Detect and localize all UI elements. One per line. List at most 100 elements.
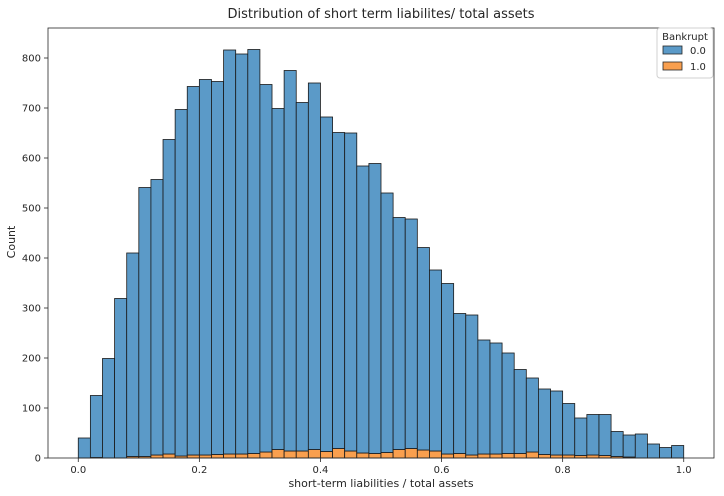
- bar-0-6: [150, 179, 164, 456]
- bar-0-8: [174, 109, 188, 457]
- bar-0-19: [307, 82, 321, 450]
- bar-1-27: [404, 448, 418, 459]
- bar-1-19: [307, 449, 321, 459]
- bar-1-20: [320, 451, 333, 459]
- bar-0-22: [344, 132, 358, 452]
- bar-1-24: [368, 453, 382, 459]
- bar-0-36: [513, 369, 527, 454]
- bar-1-12: [223, 453, 237, 459]
- bar-1-39: [550, 454, 564, 459]
- bar-0-42: [586, 414, 600, 456]
- x-tick-label-4: 0.8: [555, 465, 571, 476]
- bar-0-39: [550, 390, 564, 456]
- bar-0-28: [416, 247, 430, 451]
- y-tick-label-5: 500: [22, 204, 41, 215]
- legend-swatch-0: [662, 45, 683, 55]
- bar-0-23: [356, 165, 370, 454]
- bar-1-11: [211, 454, 224, 459]
- bar-0-26: [392, 217, 406, 450]
- bar-0-2: [102, 358, 115, 459]
- bar-1-15: [259, 451, 273, 459]
- bar-0-18: [295, 102, 309, 452]
- bar-1-31: [453, 453, 467, 459]
- bar-1-23: [356, 452, 370, 459]
- chart-title: Distribution of short term liabilites/ t…: [227, 7, 534, 22]
- bar-1-9: [186, 454, 200, 459]
- bar-0-46: [634, 433, 648, 459]
- bar-0-40: [562, 403, 576, 456]
- bar-0-48: [659, 447, 673, 459]
- bar-0-38: [538, 388, 551, 455]
- bar-1-14: [247, 453, 261, 459]
- y-tick-label-2: 200: [22, 354, 41, 365]
- bar-0-15: [259, 84, 273, 453]
- bar-0-4: [126, 252, 140, 457]
- bar-0-32: [465, 314, 479, 456]
- y-tick-label-1: 100: [22, 404, 41, 415]
- bar-0-0: [77, 437, 91, 459]
- bar-1-21: [332, 448, 346, 459]
- bar-0-31: [453, 313, 467, 454]
- bar-0-11: [211, 81, 224, 455]
- bar-0-37: [525, 377, 539, 453]
- axes-group: 0.0 0.2 0.4 0.6 0.8 1.0 0 100 200 300 400 500 600 700…: [22, 27, 715, 476]
- bar-0-35: [501, 352, 515, 454]
- bar-1-30: [441, 453, 455, 459]
- x-tick-label-2: 0.4: [313, 465, 329, 476]
- y-tick-label-3: 300: [22, 304, 41, 315]
- legend-label-1: 1.0: [690, 62, 706, 73]
- plot-frame: [47, 27, 715, 459]
- bar-0-13: [235, 53, 249, 455]
- x-tick-label-0: 0.0: [70, 465, 86, 476]
- bars-group: [77, 49, 685, 459]
- bar-1-7: [162, 453, 176, 459]
- bar-0-21: [332, 132, 346, 449]
- bar-0-14: [247, 49, 261, 454]
- bar-1-25: [380, 452, 394, 459]
- bar-0-27: [404, 218, 418, 449]
- bar-0-44: [610, 431, 624, 457]
- bar-1-37: [525, 451, 539, 459]
- bar-0-1: [89, 395, 103, 458]
- bar-0-17: [283, 70, 297, 452]
- x-tick-label-5: 1.0: [676, 465, 692, 476]
- bar-0-7: [162, 139, 176, 455]
- bar-1-13: [235, 453, 249, 459]
- bar-1-40: [562, 454, 576, 459]
- legend: Bankrupt 0.0 1.0: [656, 27, 714, 79]
- bar-1-6: [150, 454, 164, 459]
- bar-0-12: [223, 49, 237, 455]
- legend-swatch-1: [662, 61, 683, 71]
- x-axis-label: short-term liabilities / total assets: [288, 477, 473, 490]
- bar-1-22: [344, 450, 358, 459]
- y-tick-label-7: 700: [22, 104, 41, 115]
- bar-1-34: [489, 453, 503, 459]
- bar-0-33: [477, 339, 491, 455]
- x-tick-label-1: 0.2: [191, 465, 207, 476]
- bar-0-30: [441, 283, 455, 455]
- bar-0-20: [320, 116, 333, 452]
- bar-0-45: [622, 434, 636, 458]
- bar-0-47: [647, 443, 660, 459]
- bar-0-3: [114, 298, 128, 459]
- bar-1-38: [538, 454, 551, 459]
- y-tick-label-8: 800: [22, 54, 41, 65]
- legend-label-0: 0.0: [690, 46, 706, 57]
- bar-0-16: [271, 108, 285, 450]
- bar-0-41: [574, 417, 588, 456]
- y-tick-label-6: 600: [22, 154, 41, 165]
- bar-0-25: [380, 192, 394, 453]
- legend-title: Bankrupt: [662, 32, 708, 43]
- bar-0-24: [368, 163, 382, 454]
- bar-1-10: [198, 454, 212, 459]
- bar-1-16: [271, 449, 285, 459]
- bar-0-5: [138, 187, 152, 457]
- bar-1-32: [465, 454, 479, 459]
- bar-0-34: [489, 342, 503, 455]
- bar-0-43: [598, 414, 612, 456]
- x-tick-label-3: 0.6: [434, 465, 450, 476]
- bar-1-36: [513, 453, 527, 459]
- bar-0-49: [671, 445, 685, 459]
- bar-1-33: [477, 453, 491, 459]
